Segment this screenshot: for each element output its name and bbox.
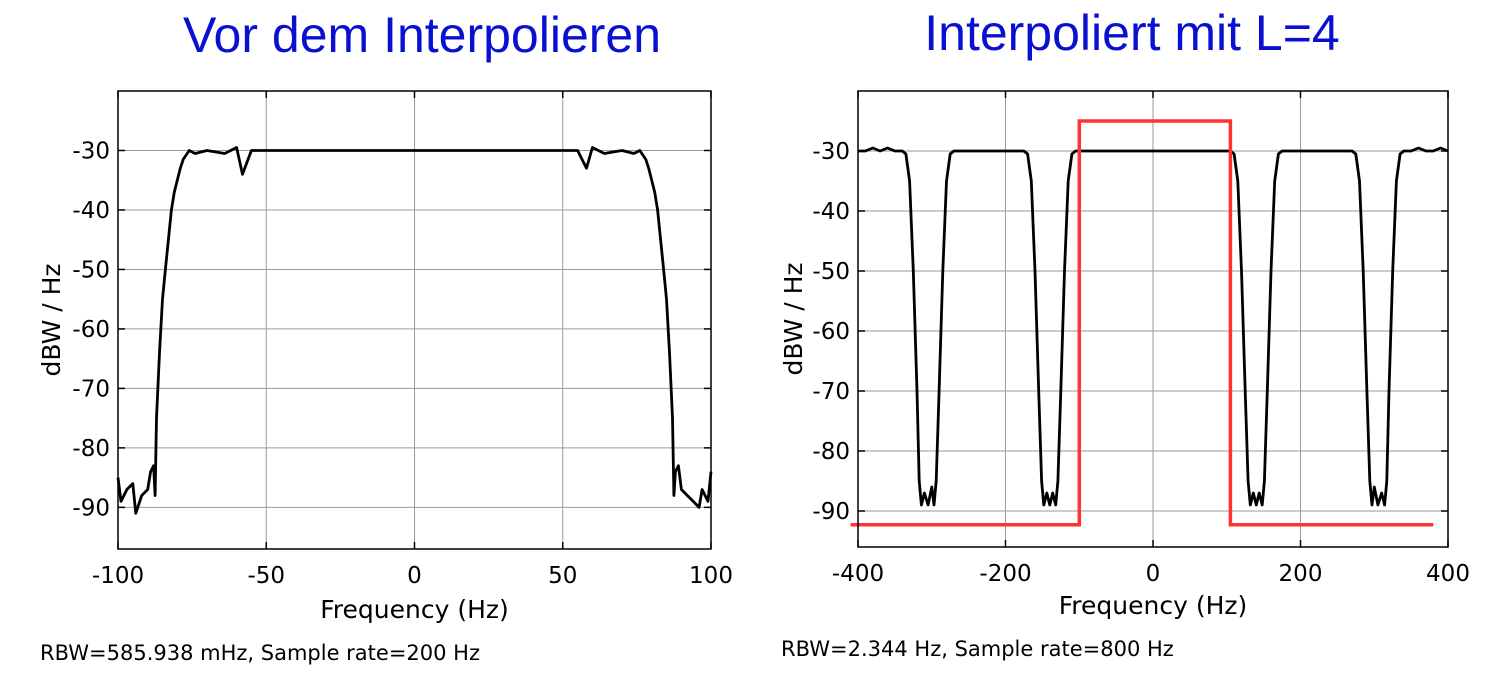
y-tick-label: -30 (72, 138, 110, 164)
plot-frame (857, 90, 1449, 548)
y-axis-label: dBW / Hz (779, 262, 808, 375)
y-tick-label: -90 (72, 495, 110, 521)
y-tick-label: -40 (812, 199, 850, 225)
rbw-footer: RBW=2.344 Hz, Sample rate=800 Hz (781, 637, 1174, 661)
y-tick-label: -90 (812, 499, 850, 525)
x-tick-label: -100 (92, 563, 144, 589)
x-tick-label: -200 (979, 561, 1031, 587)
filter-response-line (850, 119, 1434, 527)
chart-panel-2: Interpoliert mit L=4 -400 -200 0 200 400 -30 -4… (779, 5, 1470, 661)
x-tick-label: 0 (407, 563, 422, 589)
rbw-footer: RBW=585.938 mHz, Sample rate=200 Hz (40, 641, 480, 665)
chart-title: Interpoliert mit L=4 (924, 5, 1339, 61)
x-tick-label: -50 (247, 563, 285, 589)
x-axis-label: Frequency (Hz) (320, 595, 509, 624)
spectrum-line (858, 146, 1449, 507)
y-tick-label: -70 (812, 379, 850, 405)
x-tick-label: 100 (689, 563, 733, 589)
x-tick-label: 400 (1426, 561, 1470, 587)
y-tick-label: -60 (72, 317, 110, 343)
y-axis-label: dBW / Hz (37, 263, 66, 376)
x-tick-label: 0 (1146, 561, 1161, 587)
x-axis-label: Frequency (Hz) (1059, 591, 1248, 620)
y-tick-label: -80 (72, 436, 110, 462)
y-tick-label: -50 (812, 259, 850, 285)
y-tick-label: -30 (812, 139, 850, 165)
y-tick-label: -50 (72, 257, 110, 283)
chart-panel-1: Vor dem Interpolieren -100 -50 0 50 100 -30 -40… (37, 7, 733, 665)
x-tick-label: -400 (832, 561, 884, 587)
y-tick-label: -70 (72, 376, 110, 402)
spectrum-line (116, 146, 713, 515)
x-tick-label: 200 (1279, 561, 1323, 587)
x-tick-label: 50 (548, 563, 577, 589)
plot-frame (117, 90, 712, 550)
y-tick-label: -40 (72, 198, 110, 224)
y-tick-label: -60 (812, 319, 850, 345)
chart-title: Vor dem Interpolieren (183, 7, 661, 63)
y-tick-label: -80 (812, 439, 850, 465)
